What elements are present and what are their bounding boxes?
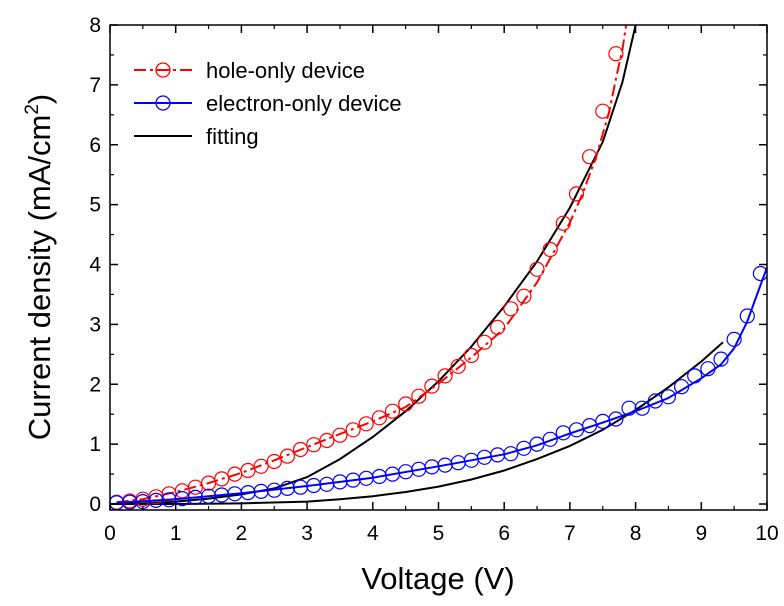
hole-only-data-point xyxy=(555,215,571,231)
electron-only-data-point xyxy=(148,492,164,508)
hole-only-data-point xyxy=(450,358,466,374)
y-tick-label: 0 xyxy=(89,493,101,516)
hole-only-data-point xyxy=(384,403,401,419)
hole-only-data-point xyxy=(214,471,230,487)
y-axis-title-suffix: ) xyxy=(22,94,57,104)
hole-only-data-point xyxy=(424,378,440,394)
hole-only-data-point xyxy=(358,416,374,432)
legend-label-fitting: fitting xyxy=(206,124,259,149)
hole-only-data-point xyxy=(476,334,493,350)
x-tick-label: 3 xyxy=(301,522,313,545)
electron-only-data-point xyxy=(529,436,545,452)
hole-only-data-point xyxy=(253,458,269,474)
hole-only-data-point xyxy=(581,149,598,165)
hole-only-data-point xyxy=(240,462,256,479)
electron-only-data-point xyxy=(187,489,203,505)
x-tick-label: 8 xyxy=(630,522,642,545)
electron-only-data-point xyxy=(713,351,729,367)
x-tick-label: 9 xyxy=(695,522,707,545)
hole-only-data-point xyxy=(398,396,414,412)
electron-only-data-point xyxy=(673,379,690,395)
electron-only-data-point xyxy=(253,483,269,499)
legend: hole-only device electron-only device fi… xyxy=(134,58,402,149)
y-tick-label: 3 xyxy=(89,313,101,336)
hole-only-data-point xyxy=(529,261,545,277)
electron-only-data-point xyxy=(503,446,519,462)
electron-only-data-point xyxy=(214,487,230,503)
electron-only-data-point xyxy=(634,400,650,416)
hole-only-data-point xyxy=(516,288,532,304)
y-tick-label: 2 xyxy=(89,373,101,396)
electron-only-series-line xyxy=(116,267,767,504)
axis-ticks: 0 1 2 3 4 5 6 7 8 9 10 0 1 2 3 4 5 6 7 8 xyxy=(89,14,778,545)
y-tick-label: 8 xyxy=(89,14,101,37)
hole-only-data-point xyxy=(595,103,611,119)
hole-only-data-point xyxy=(332,427,348,443)
hole-only-data-point xyxy=(371,410,387,426)
hole-only-data-point xyxy=(306,437,322,453)
hole-only-data-point xyxy=(266,453,282,470)
electron-only-data-point xyxy=(700,361,716,377)
electron-only-data-point xyxy=(687,368,703,384)
electron-only-data-point xyxy=(122,494,138,510)
electron-only-data-point xyxy=(161,492,177,508)
y-tick-label: 5 xyxy=(89,194,101,217)
hole-only-data-point xyxy=(503,301,519,317)
x-tick-label: 2 xyxy=(236,522,248,545)
hole-only-data-point xyxy=(490,319,506,335)
hole-only-data-point xyxy=(463,347,479,364)
hole-only-data-point xyxy=(542,241,558,258)
y-tick-label: 4 xyxy=(89,254,101,277)
electron-only-data-point xyxy=(752,265,767,282)
x-tick-label: 10 xyxy=(755,522,778,545)
legend-label-electron-only: electron-only device xyxy=(206,91,402,116)
x-tick-label: 7 xyxy=(564,522,576,545)
electron-only-data-point xyxy=(227,486,243,502)
hole-only-data-point xyxy=(292,441,309,458)
electron-only-data-point xyxy=(279,480,295,496)
electron-only-data-point xyxy=(542,431,558,447)
hole-only-data-point xyxy=(345,422,361,438)
electron-only-data-point xyxy=(739,308,755,324)
electron-only-data-point xyxy=(240,485,256,501)
y-axis-title: Current density (mA/cm2) xyxy=(22,94,57,440)
plot-area xyxy=(110,25,767,510)
legend-label-hole-only: hole-only device xyxy=(206,58,365,83)
electron-only-data-point xyxy=(174,491,190,507)
legend-marker-electron-only xyxy=(155,95,171,111)
x-tick-label: 5 xyxy=(433,522,445,545)
x-tick-label: 6 xyxy=(498,522,510,545)
hole-only-data-point xyxy=(608,46,624,62)
electron-only-data-point xyxy=(608,411,624,427)
electron-only-data-point xyxy=(306,477,322,494)
hole-only-data-point xyxy=(568,186,585,202)
hole-only-data-point xyxy=(411,388,427,404)
y-axis-title-main: Current density (mA/cm xyxy=(22,115,57,441)
electron-only-data-point xyxy=(201,488,217,504)
electron-only-data-point xyxy=(621,400,637,416)
y-axis-title-superscript: 2 xyxy=(22,104,43,115)
electron-only-data-point xyxy=(345,472,361,488)
y-tick-label: 1 xyxy=(89,433,101,456)
y-tick-label: 7 xyxy=(89,74,101,97)
electron-only-data-point xyxy=(660,389,677,405)
y-tick-label: 6 xyxy=(89,134,101,157)
hole-only-series-line xyxy=(116,25,628,504)
electron-only-data-point xyxy=(726,331,742,347)
hole-only-data-point xyxy=(319,432,335,449)
electron-only-data-point xyxy=(555,425,571,441)
x-tick-label: 4 xyxy=(367,522,379,545)
electron-only-data-point xyxy=(266,482,282,498)
x-tick-label: 1 xyxy=(170,522,182,545)
hole-only-data-point xyxy=(279,448,295,464)
x-axis-title: Voltage (V) xyxy=(361,561,514,596)
fitting-curve-1 xyxy=(110,25,637,505)
hole-only-data-point xyxy=(437,368,453,384)
electron-only-data-point xyxy=(490,447,506,463)
x-tick-label: 0 xyxy=(104,522,116,545)
